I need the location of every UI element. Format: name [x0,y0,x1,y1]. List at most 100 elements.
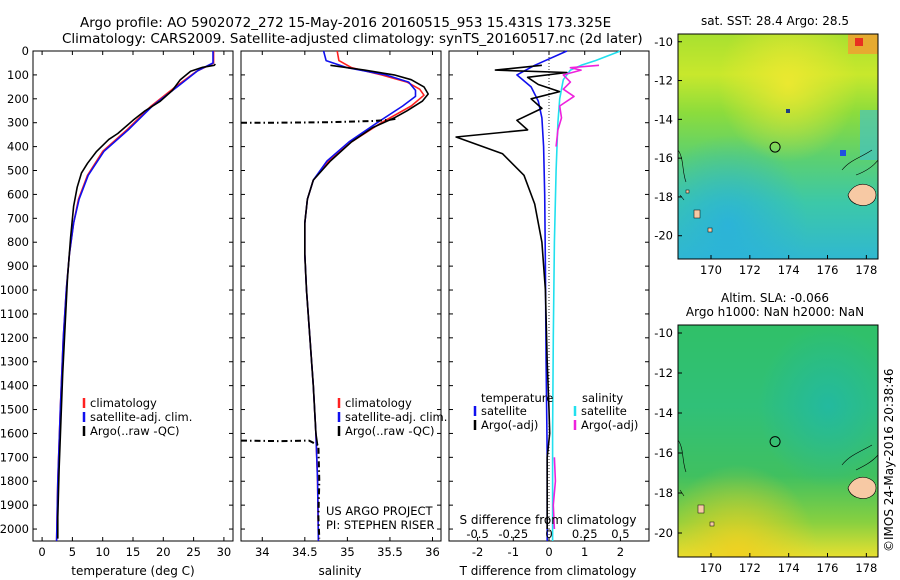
lat-tick-label: -18 [654,190,673,204]
series-line-2 [551,50,621,541]
legend-heading-temperature: temperature [481,391,553,405]
series-line-1 [55,51,214,542]
lon-tick-label: 178 [855,561,877,575]
salinity-x-axis: 34 34.5 35 35.5 36 [255,51,440,559]
lon-tick-label: 176 [817,561,839,575]
series-line-1 [455,64,568,529]
s-diff-tick-label: 0.5 [611,527,629,541]
depth-tick-label: 500 [7,164,29,178]
sst-map-axes: 170 172 174 176 178 -10 -12 -14 -16 -18 -20 [654,35,877,277]
difference-legend: temperature satellite Argo(-adj) salinit… [473,391,638,432]
lat-tick-label: -16 [654,151,673,165]
depth-tick-label: 200 [7,92,29,106]
t-difference-x-axis: -2 -1 0 1 2 [472,51,624,559]
x-tick-label: 35.5 [377,545,403,559]
series-line-3 [241,117,399,124]
salinity-panel-frame [240,50,442,542]
depth-tick-label: 1500 [0,403,29,417]
sst-map-title: sat. SST: 28.4 Argo: 28.5 [701,14,849,28]
series-line-0 [516,50,568,541]
lat-tick-label: -12 [654,74,673,88]
temperature-plot [55,51,216,542]
lon-tick-label: 174 [778,263,800,277]
sla-map-axes: 170 172 174 176 178 -10 -12 -14 -16 -18 -20 [654,326,877,575]
depth-tick-label: 1800 [0,474,29,488]
temperature-axis-label: temperature (deg C) [71,564,194,578]
temperature-legend: climatology satellite-adj. clim. Argo(..… [82,396,192,438]
x-tick-label: 5 [69,545,76,559]
x-tick-label: -1 [508,545,519,559]
legend-heading-salinity: salinity [582,391,623,405]
lat-tick-label: -14 [654,112,673,126]
series-line-4 [240,439,321,539]
depth-tick-label: 600 [7,187,29,201]
depth-tick-label: 1200 [0,331,29,345]
sst-profile-marker [769,141,781,153]
legend-label-satellite-clim: satellite-adj. clim. [90,410,192,424]
x-tick-label: 30 [217,545,232,559]
depth-axis: 0 100 200 300 400 500 600 700 800 900 1000 1100 1200… [0,44,649,536]
lat-tick-label: -10 [654,326,673,340]
difference-plot [455,50,621,541]
x-tick-label: 34.5 [292,545,318,559]
x-tick-label: 1 [581,545,588,559]
depth-tick-label: 1700 [0,450,29,464]
depth-tick-label: 1900 [0,498,29,512]
sla-map-title-line1: Altim. SLA: -0.066 [721,291,829,305]
legend-label-climatology: climatology [345,396,412,410]
x-tick-label: 0 [545,545,552,559]
depth-tick-label: 400 [7,140,29,154]
depth-tick-label: 1000 [0,283,29,297]
s-difference-axis-label: S difference from climatology [460,513,637,527]
lat-tick-label: -10 [654,35,673,49]
depth-tick-label: 1600 [0,426,29,440]
sst-map-image [678,34,878,259]
x-tick-label: 2 [617,545,624,559]
figure-title-line2: Climatology: CARS2009. Satellite-adjuste… [62,31,643,47]
project-annotation: US ARGO PROJECT [326,504,434,518]
salinity-axis-label: salinity [318,564,361,578]
legend-label-s-satellite: satellite [581,404,627,418]
x-tick-label: 20 [156,545,171,559]
lat-tick-label: -16 [654,446,673,460]
depth-tick-label: 900 [7,259,29,273]
salinity-plot [240,50,430,542]
lon-tick-label: 172 [739,263,761,277]
lat-tick-label: -12 [654,366,673,380]
salinity-legend: climatology satellite-adj. clim. Argo(..… [337,396,447,438]
legend-label-t-argo: Argo(-adj) [481,418,538,432]
depth-tick-label: 0 [22,44,29,58]
series-line-0 [303,50,425,542]
series-line-2 [303,64,430,446]
depth-tick-label: 700 [7,211,29,225]
legend-label-argo: Argo(..raw -QC) [345,424,435,438]
difference-panel-frame [448,50,650,542]
x-tick-label: 10 [95,545,110,559]
depth-tick-label: 1400 [0,379,29,393]
lon-tick-label: 172 [739,561,761,575]
depth-tick-label: 2000 [0,522,29,536]
legend-label-climatology: climatology [90,396,157,410]
lon-tick-label: 178 [855,263,877,277]
lat-tick-label: -20 [654,229,673,243]
sla-map-title-line2: Argo h1000: NaN h2000: NaN [686,305,864,319]
legend-label-t-satellite: satellite [481,404,527,418]
legend-label-satellite-clim: satellite-adj. clim. [345,410,447,424]
sla-profile-marker [769,436,781,448]
x-tick-label: 36 [425,545,440,559]
lon-tick-label: 176 [817,263,839,277]
series-line-4 [552,457,557,530]
x-tick-label: 15 [126,545,141,559]
depth-tick-label: 1300 [0,355,29,369]
depth-tick-label: 1100 [0,307,29,321]
series-line-2 [56,63,216,539]
s-diff-tick-label: 0.25 [572,527,598,541]
legend-label-argo: Argo(..raw -QC) [90,424,180,438]
sla-map-frame [677,324,879,558]
x-tick-label: 0 [38,545,45,559]
sla-map-image [678,325,878,557]
t-difference-axis-label: T difference from climatology [459,564,637,578]
x-tick-label: 35 [340,545,355,559]
s-diff-tick-label: -0.5 [466,527,488,541]
